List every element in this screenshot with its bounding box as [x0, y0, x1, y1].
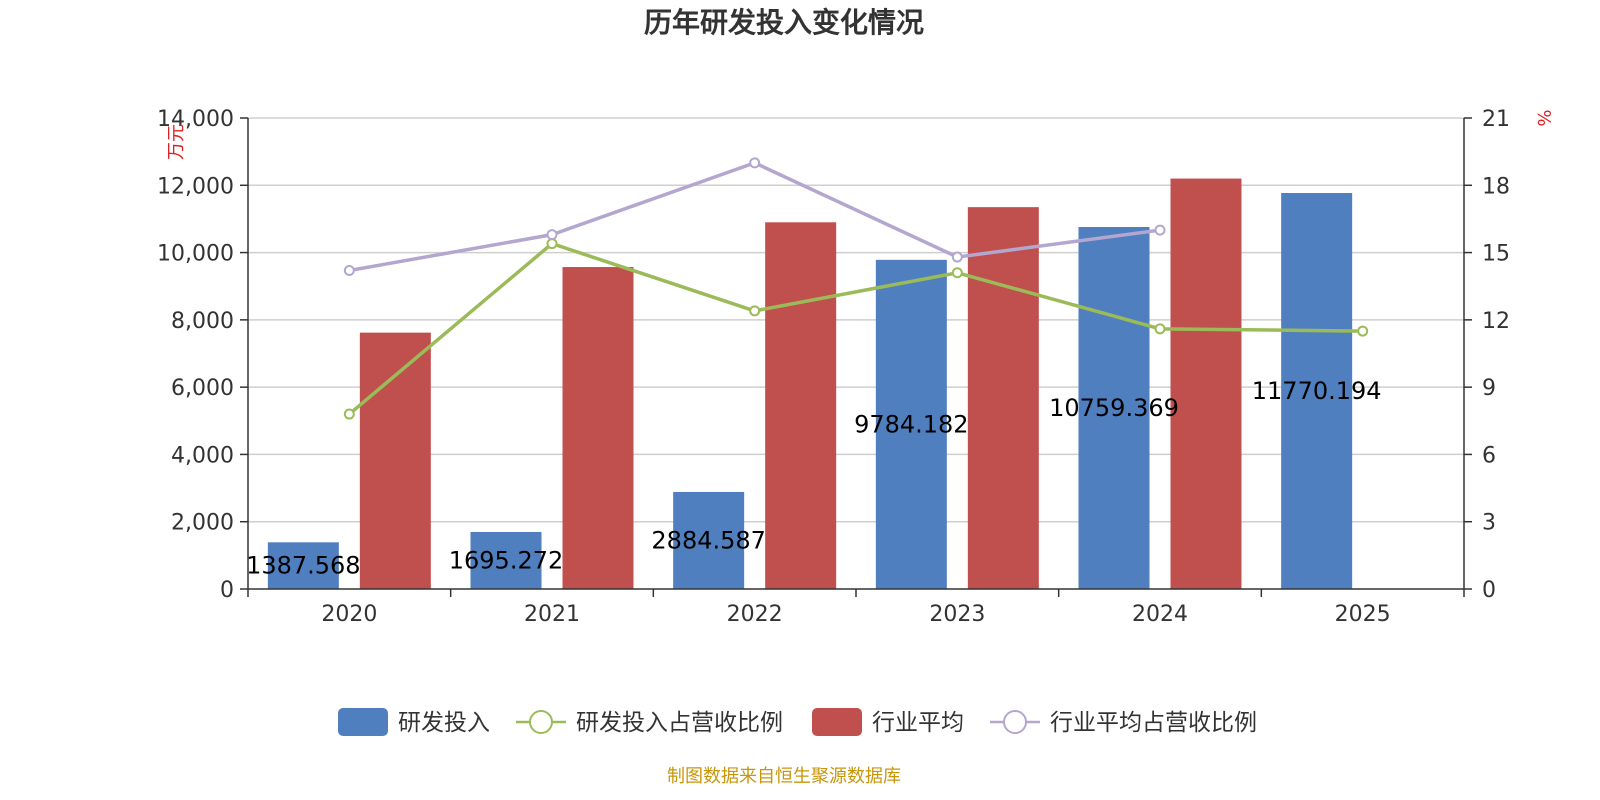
legend-item[interactable]: 研发投入 — [338, 708, 490, 736]
line-point[interactable] — [546, 238, 558, 250]
rd-bar[interactable] — [470, 531, 542, 589]
rd-bar[interactable] — [1078, 227, 1150, 589]
right-tick-label: 0 — [1482, 578, 1496, 603]
right-tick-label: 21 — [1482, 107, 1510, 132]
line-point[interactable] — [749, 305, 761, 317]
x-tick-label: 2024 — [1132, 602, 1188, 627]
left-tick-label: 10,000 — [157, 242, 234, 267]
source-note: 制图数据来自恒生聚源数据库 — [667, 766, 901, 787]
right-tick-label: 9 — [1482, 376, 1496, 401]
left-tick-label: 6,000 — [171, 376, 234, 401]
left-tick-label: 0 — [220, 578, 234, 603]
legend-item[interactable]: 行业平均 — [812, 708, 964, 736]
rd-bar[interactable] — [875, 259, 947, 589]
line-point[interactable] — [343, 408, 355, 420]
line-point[interactable] — [1154, 224, 1166, 236]
industry-bar[interactable] — [765, 222, 837, 590]
legend-swatch — [812, 708, 862, 736]
line-point[interactable] — [951, 267, 963, 279]
legend-label: 研发投入占营收比例 — [576, 710, 783, 736]
right-tick-label: 12 — [1482, 309, 1510, 334]
right-tick-label: 6 — [1482, 443, 1496, 468]
line-point[interactable] — [1154, 323, 1166, 335]
left-tick-label: 4,000 — [171, 443, 234, 468]
x-tick-label: 2022 — [727, 602, 783, 627]
line-point[interactable] — [749, 157, 761, 169]
left-tick-label: 8,000 — [171, 309, 234, 334]
rd-ratio-line — [348, 241, 1363, 416]
bar-value-label: 2884.587 — [651, 526, 766, 554]
line-point[interactable] — [546, 229, 558, 241]
bars — [267, 178, 1353, 590]
left-tick-label: 14,000 — [157, 107, 234, 132]
rd-bar[interactable] — [673, 491, 745, 589]
industry-bar[interactable] — [967, 207, 1039, 589]
right-tick-label: 3 — [1482, 511, 1496, 536]
right-axis-unit: % — [1533, 109, 1554, 126]
line-point[interactable] — [1357, 325, 1369, 337]
bar-value-label: 11770.194 — [1252, 377, 1382, 405]
legend-label: 行业平均占营收比例 — [1050, 710, 1257, 736]
bar-value-label: 1695.272 — [449, 546, 564, 574]
left-tick-label: 12,000 — [157, 174, 234, 199]
lines — [343, 157, 1369, 420]
bar-value-label: 10759.369 — [1049, 394, 1179, 422]
x-tick-label: 2020 — [321, 602, 377, 627]
legend-label: 研发投入 — [398, 710, 490, 736]
legend-label: 行业平均 — [872, 710, 964, 736]
legend-swatch — [338, 708, 388, 736]
industry-bar[interactable] — [359, 332, 431, 589]
legend-item[interactable]: 研发投入占营收比例 — [516, 710, 783, 736]
legend-marker — [529, 710, 553, 734]
chart-title: 历年研发投入变化情况 — [644, 6, 924, 39]
line-point[interactable] — [343, 265, 355, 277]
right-tick-label: 15 — [1482, 242, 1510, 267]
industry-bar[interactable] — [1170, 178, 1242, 590]
bar-value-label: 9784.182 — [854, 410, 969, 438]
legend[interactable]: 研发投入 研发投入占营收比例 行业平均 行业平均占营收比例 — [338, 708, 1257, 736]
left-tick-label: 2,000 — [171, 511, 234, 536]
x-tick-label: 2023 — [929, 602, 985, 627]
x-tick-label: 2021 — [524, 602, 580, 627]
rd-bar[interactable] — [1281, 193, 1353, 590]
bar-labels: 1387.568 1695.272 2884.587 9784.182 10759.36… — [246, 377, 1381, 580]
legend-item[interactable]: 行业平均占营收比例 — [990, 710, 1257, 736]
line-point[interactable] — [951, 251, 963, 263]
legend-marker — [1003, 710, 1027, 734]
axes: 0 0 2,000 3 4,000 6 6,000 9 8,000 12 10,000 15 12,00… — [157, 107, 1554, 627]
left-axis-unit: 万元 — [166, 124, 187, 160]
industry-bar[interactable] — [562, 267, 634, 589]
bar-value-label: 1387.568 — [246, 552, 361, 580]
x-tick-label: 2025 — [1335, 602, 1391, 627]
right-tick-label: 18 — [1482, 174, 1510, 199]
rd-bar[interactable] — [267, 542, 339, 589]
